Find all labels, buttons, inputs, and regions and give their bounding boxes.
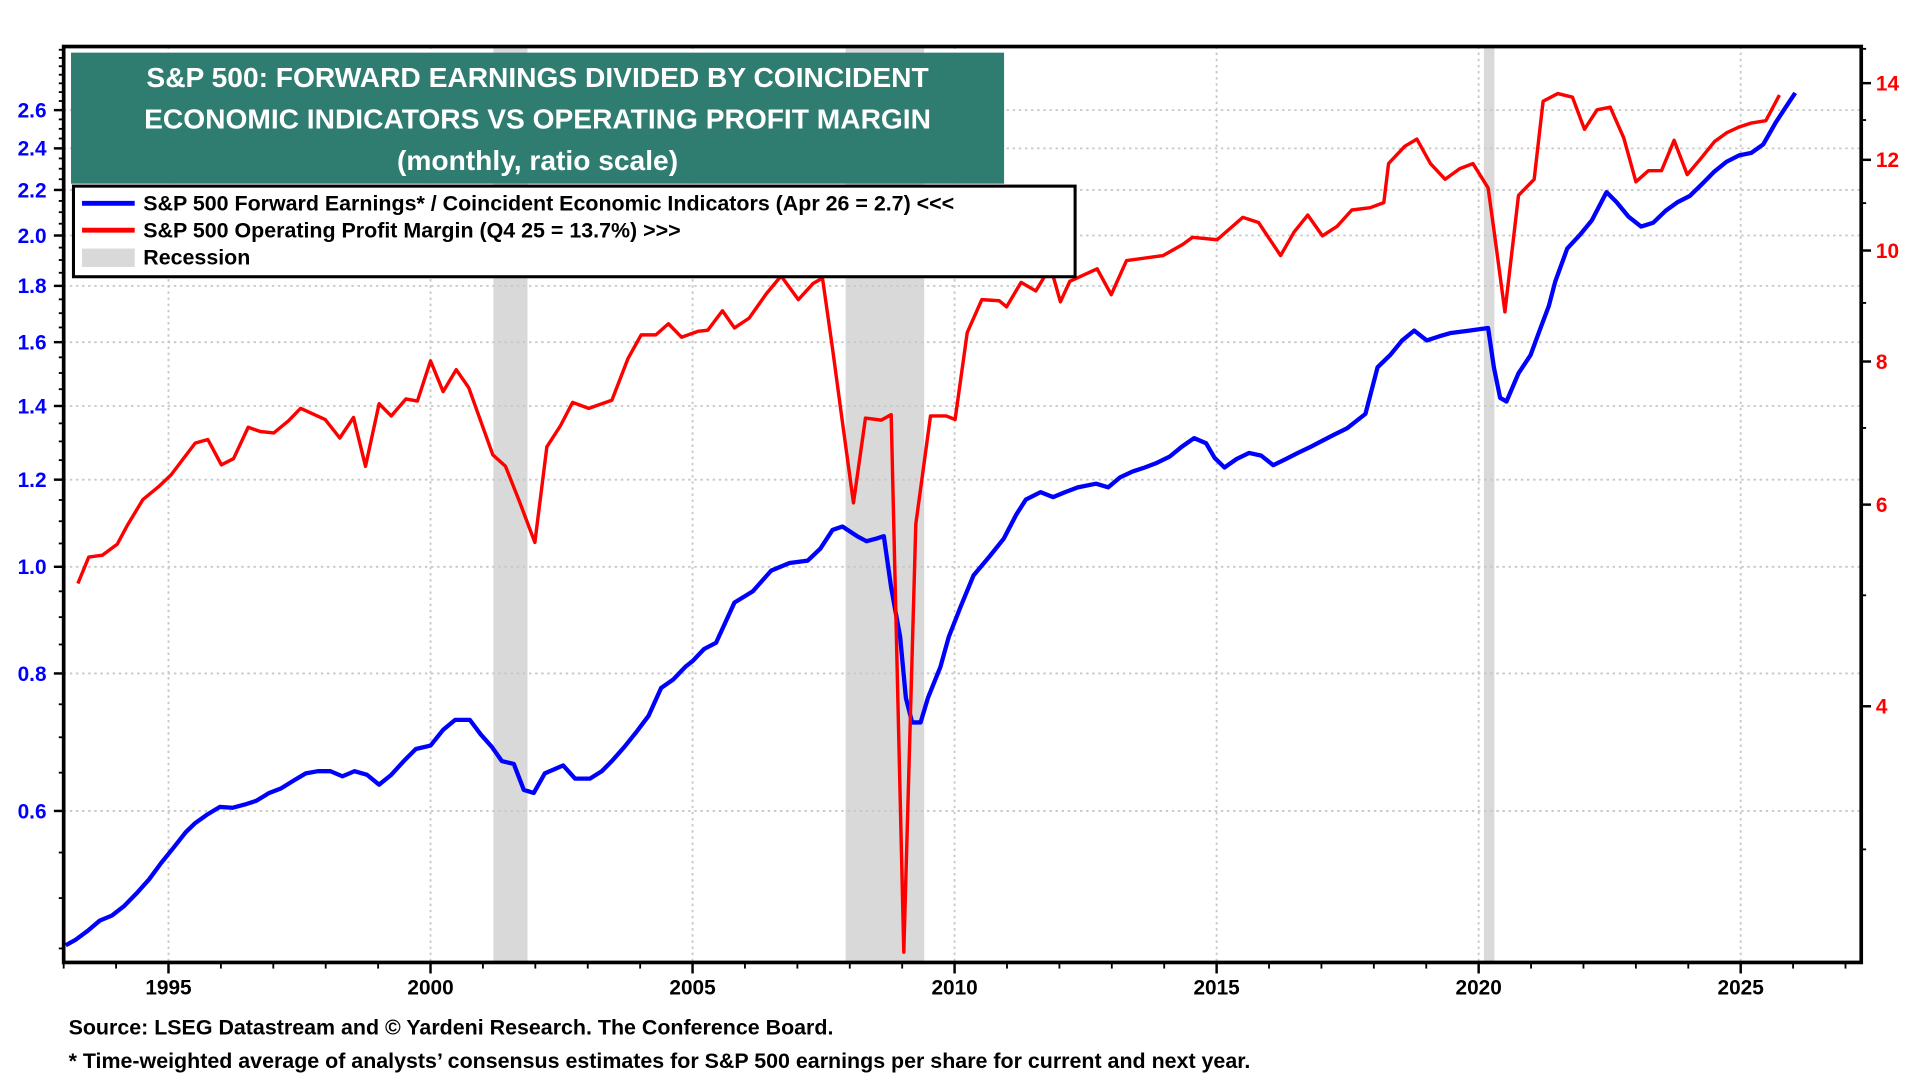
legend-label-red: S&P 500 Operating Profit Margin (Q4 25 =… — [143, 219, 680, 243]
x-axis-tick-label: 2010 — [931, 976, 977, 999]
right-axis-tick-label: 8 — [1876, 351, 1888, 374]
left-axis-tick-label: 1.6 — [18, 332, 47, 355]
right-axis-tick-label: 10 — [1876, 240, 1899, 263]
legend-label-blue: S&P 500 Forward Earnings* / Coincident E… — [143, 192, 954, 216]
series-line-forward-earnings-ratio — [64, 91, 1798, 948]
left-axis-tick-label: 1.4 — [18, 395, 47, 418]
left-axis-tick-label: 2.0 — [18, 225, 47, 248]
title-line-2: ECONOMIC INDICATORS VS OPERATING PROFIT … — [144, 104, 931, 135]
left-axis-tick-label: 1.2 — [18, 469, 47, 492]
x-axis-tick-label: 2025 — [1718, 976, 1764, 999]
recession-bands — [493, 46, 1495, 963]
legend-label-recession: Recession — [143, 245, 250, 269]
left-axis-tick-label: 0.8 — [18, 663, 47, 686]
series-line-profit-margin — [76, 91, 1781, 954]
recession-band — [1483, 46, 1495, 963]
right-axis-tick-label: 4 — [1876, 696, 1888, 719]
right-axis-tick-label: 12 — [1876, 149, 1899, 172]
left-axis-tick-label: 0.6 — [18, 800, 47, 823]
left-axis-tick-label: 1.8 — [18, 275, 47, 298]
footer-note: * Time-weighted average of analysts’ con… — [69, 1049, 1251, 1073]
series-lines — [64, 91, 1798, 954]
x-axis-tick-label: 2020 — [1456, 976, 1502, 999]
x-axis-tick-label: 2000 — [407, 976, 453, 999]
right-axis-tick-label: 14 — [1876, 73, 1900, 96]
axes: 0.6 0.8 1.0 1.2 1.4 1.6 1.8 2.0 2.2 2.4 2.6 4 6 8 10 12… — [18, 47, 1900, 999]
left-axis-tick-label: 2.4 — [18, 138, 47, 161]
title-line-3: (monthly, ratio scale) — [397, 145, 678, 176]
footer-source: Source: LSEG Datastream and © Yardeni Re… — [69, 1016, 834, 1040]
recession-band — [845, 46, 925, 963]
x-axis-tick-label: 1995 — [145, 976, 191, 999]
x-axis-tick-label: 2005 — [669, 976, 715, 999]
gridlines — [63, 46, 1862, 963]
legend: S&P 500 Forward Earnings* / Coincident E… — [71, 184, 1077, 279]
right-axis-tick-label: 6 — [1876, 494, 1888, 517]
title-box: S&P 500: FORWARD EARNINGS DIVIDED BY COI… — [71, 52, 1005, 184]
x-axis-tick-label: 2015 — [1193, 976, 1239, 999]
left-axis-tick-label: 2.6 — [18, 99, 47, 122]
left-axis-tick-label: 2.2 — [18, 179, 47, 202]
left-axis-tick-label: 1.0 — [18, 556, 47, 579]
plot-frame — [61, 44, 1864, 965]
title-line-1: S&P 500: FORWARD EARNINGS DIVIDED BY COI… — [146, 62, 928, 93]
legend-swatch-recession — [82, 248, 135, 267]
